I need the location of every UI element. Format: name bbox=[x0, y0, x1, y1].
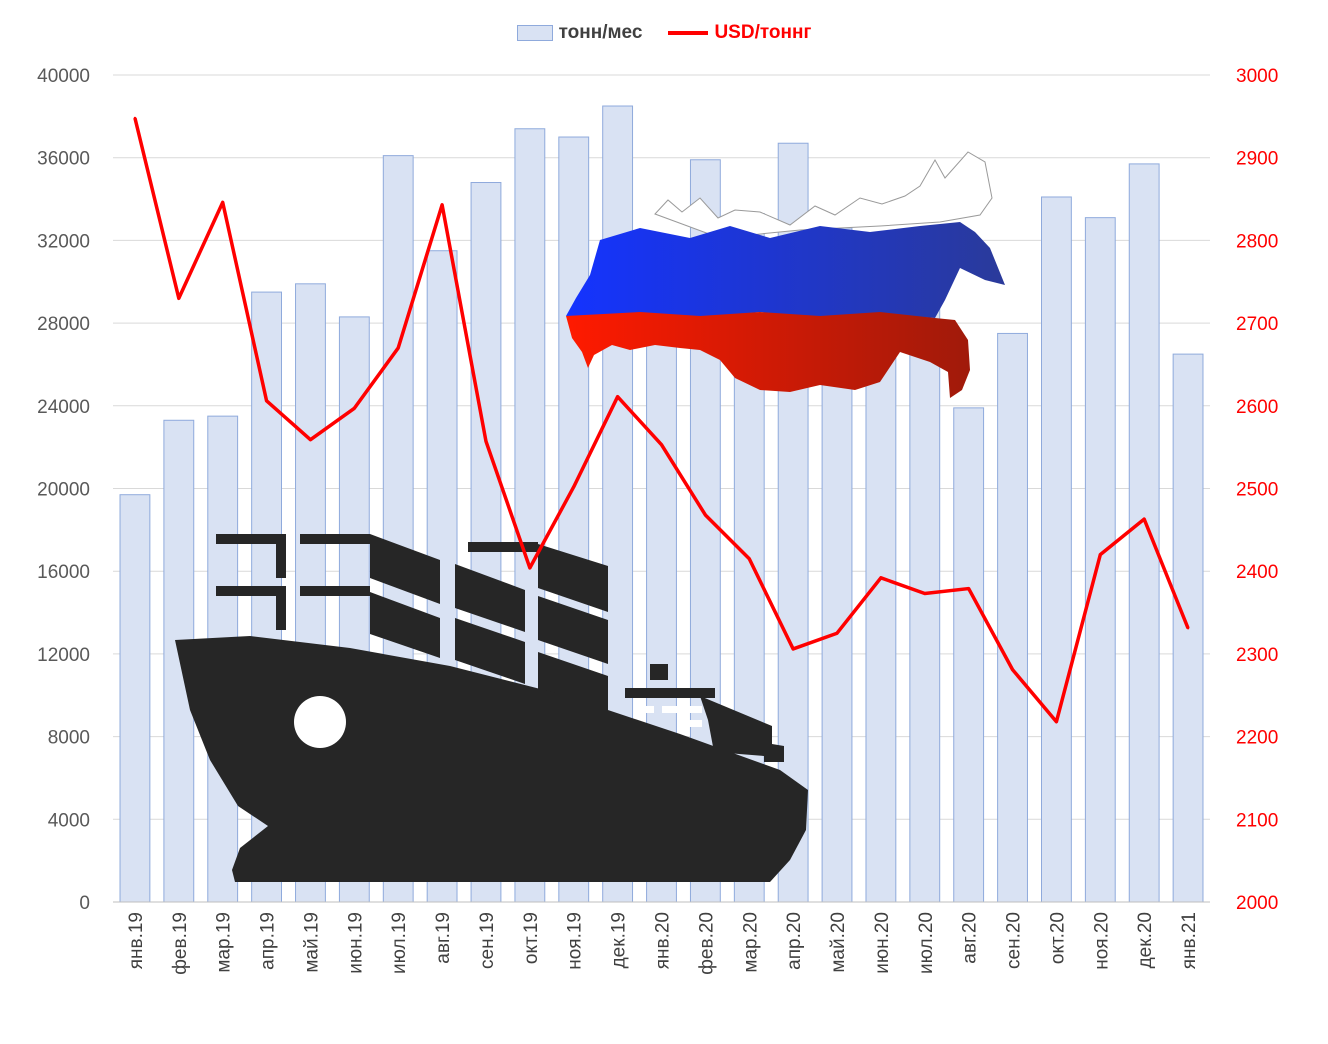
y-right-tick-label: 2800 bbox=[1236, 231, 1278, 252]
y-right-tick-label: 2600 bbox=[1236, 397, 1278, 418]
line-point bbox=[967, 587, 970, 590]
bar bbox=[909, 260, 941, 903]
x-tick-label: окт.19 bbox=[521, 912, 542, 964]
x-tick-label: мар.20 bbox=[740, 912, 761, 973]
line-point bbox=[265, 399, 268, 403]
y-right-tick-label: 2200 bbox=[1236, 728, 1278, 749]
line-point bbox=[484, 440, 488, 443]
line-point bbox=[528, 566, 532, 570]
legend-label-bars: тонн/мес bbox=[558, 22, 643, 43]
line-point bbox=[397, 346, 400, 350]
y-right-tick-label: 2100 bbox=[1236, 810, 1278, 831]
x-tick-label: авг.20 bbox=[960, 912, 981, 964]
y-left-tick-label: 8000 bbox=[48, 728, 90, 749]
line-point bbox=[1186, 627, 1190, 630]
x-tick-label: ноя.19 bbox=[565, 912, 586, 970]
y-right-tick-label: 2400 bbox=[1236, 562, 1278, 583]
x-tick-label: дек.19 bbox=[609, 912, 630, 968]
y-left-tick-label: 40000 bbox=[37, 66, 90, 87]
line-point bbox=[923, 592, 926, 595]
line-point bbox=[133, 116, 137, 120]
x-tick-label: янв.19 bbox=[126, 912, 147, 969]
line-point bbox=[309, 438, 312, 441]
x-tick-label: янв.20 bbox=[653, 912, 674, 969]
line-point bbox=[440, 203, 444, 207]
x-tick-label: фев.19 bbox=[170, 912, 191, 975]
legend-label-line: USD/тонн bbox=[714, 22, 804, 43]
x-tick-label: дек.20 bbox=[1135, 912, 1156, 968]
x-tick-label: сен.19 bbox=[477, 912, 498, 969]
legend-line-swatch bbox=[668, 31, 709, 35]
y-left-tick-label: 28000 bbox=[37, 314, 90, 335]
x-tick-label: янв.21 bbox=[1179, 912, 1200, 969]
x-tick-label: июл.19 bbox=[389, 912, 410, 974]
y-left-tick-label: 36000 bbox=[37, 149, 90, 170]
x-tick-label: фев.20 bbox=[696, 912, 717, 975]
y-left-tick-label: 32000 bbox=[37, 231, 90, 252]
line-point bbox=[1142, 517, 1146, 521]
line-point bbox=[1099, 553, 1102, 556]
x-tick-label: авг.19 bbox=[433, 912, 454, 964]
axes: 0 4000 8000 12000 16000 20000 24000 28000 32000 3… bbox=[37, 66, 1278, 975]
line-point bbox=[791, 647, 795, 651]
y-left-tick-label: 0 bbox=[79, 893, 90, 914]
y-left-tick-label: 16000 bbox=[37, 562, 90, 583]
bar bbox=[1041, 196, 1072, 903]
y-right-tick-label: 2900 bbox=[1236, 149, 1278, 170]
x-tick-label: сен.20 bbox=[1004, 912, 1025, 969]
x-tick-label: апр.20 bbox=[784, 912, 805, 970]
y-right-tick-label: 2300 bbox=[1236, 645, 1278, 666]
x-tick-label: ноя.20 bbox=[1091, 912, 1112, 970]
y-right-tick-label: 3000 bbox=[1236, 66, 1278, 87]
line-point bbox=[616, 395, 619, 398]
legend-item-line: USD/тоннг bbox=[668, 22, 811, 44]
bar bbox=[997, 332, 1028, 903]
x-tick-label: июн.19 bbox=[345, 912, 366, 974]
line-series bbox=[133, 116, 1190, 724]
y-left-tick-label: 24000 bbox=[37, 397, 90, 418]
line-point bbox=[572, 485, 575, 489]
russia-flag-map-icon bbox=[566, 151, 1005, 398]
x-tick-label: июл.20 bbox=[916, 912, 937, 974]
bar bbox=[953, 407, 985, 903]
line-point bbox=[835, 632, 839, 635]
y-right-tick-label: 2500 bbox=[1236, 480, 1278, 501]
legend-item-bars: тонн/мес bbox=[516, 22, 643, 44]
y-left-tick-label: 4000 bbox=[48, 810, 90, 831]
line-point bbox=[353, 407, 356, 410]
y-right-tick-label: 2000 bbox=[1236, 893, 1278, 914]
line-point bbox=[660, 443, 663, 446]
line-point bbox=[1055, 720, 1058, 723]
x-tick-label: мар.19 bbox=[214, 912, 235, 973]
line-point bbox=[704, 513, 707, 517]
x-tick-label: май.19 bbox=[301, 912, 322, 973]
y-left-tick-label: 20000 bbox=[37, 480, 90, 501]
line-point bbox=[748, 557, 751, 560]
y-right-tick-label: 2700 bbox=[1236, 314, 1278, 335]
y-left-tick-label: 12000 bbox=[37, 645, 90, 666]
bar bbox=[119, 494, 151, 903]
bar bbox=[1128, 163, 1160, 903]
x-tick-label: апр.19 bbox=[258, 912, 279, 970]
line-point bbox=[177, 297, 181, 300]
cargo-ship-icon bbox=[175, 534, 808, 882]
legend-bar-swatch bbox=[516, 25, 553, 41]
line-point bbox=[879, 576, 883, 580]
line-point bbox=[221, 201, 224, 204]
legend-label-line-suffix: г bbox=[803, 22, 812, 43]
line-point bbox=[1011, 668, 1014, 671]
chart-legend: тонн/мес USD/тоннг bbox=[0, 20, 1328, 46]
x-tick-label: июн.20 bbox=[872, 912, 893, 974]
x-tick-label: окт.20 bbox=[1047, 912, 1068, 964]
x-tick-label: май.20 bbox=[828, 912, 849, 973]
